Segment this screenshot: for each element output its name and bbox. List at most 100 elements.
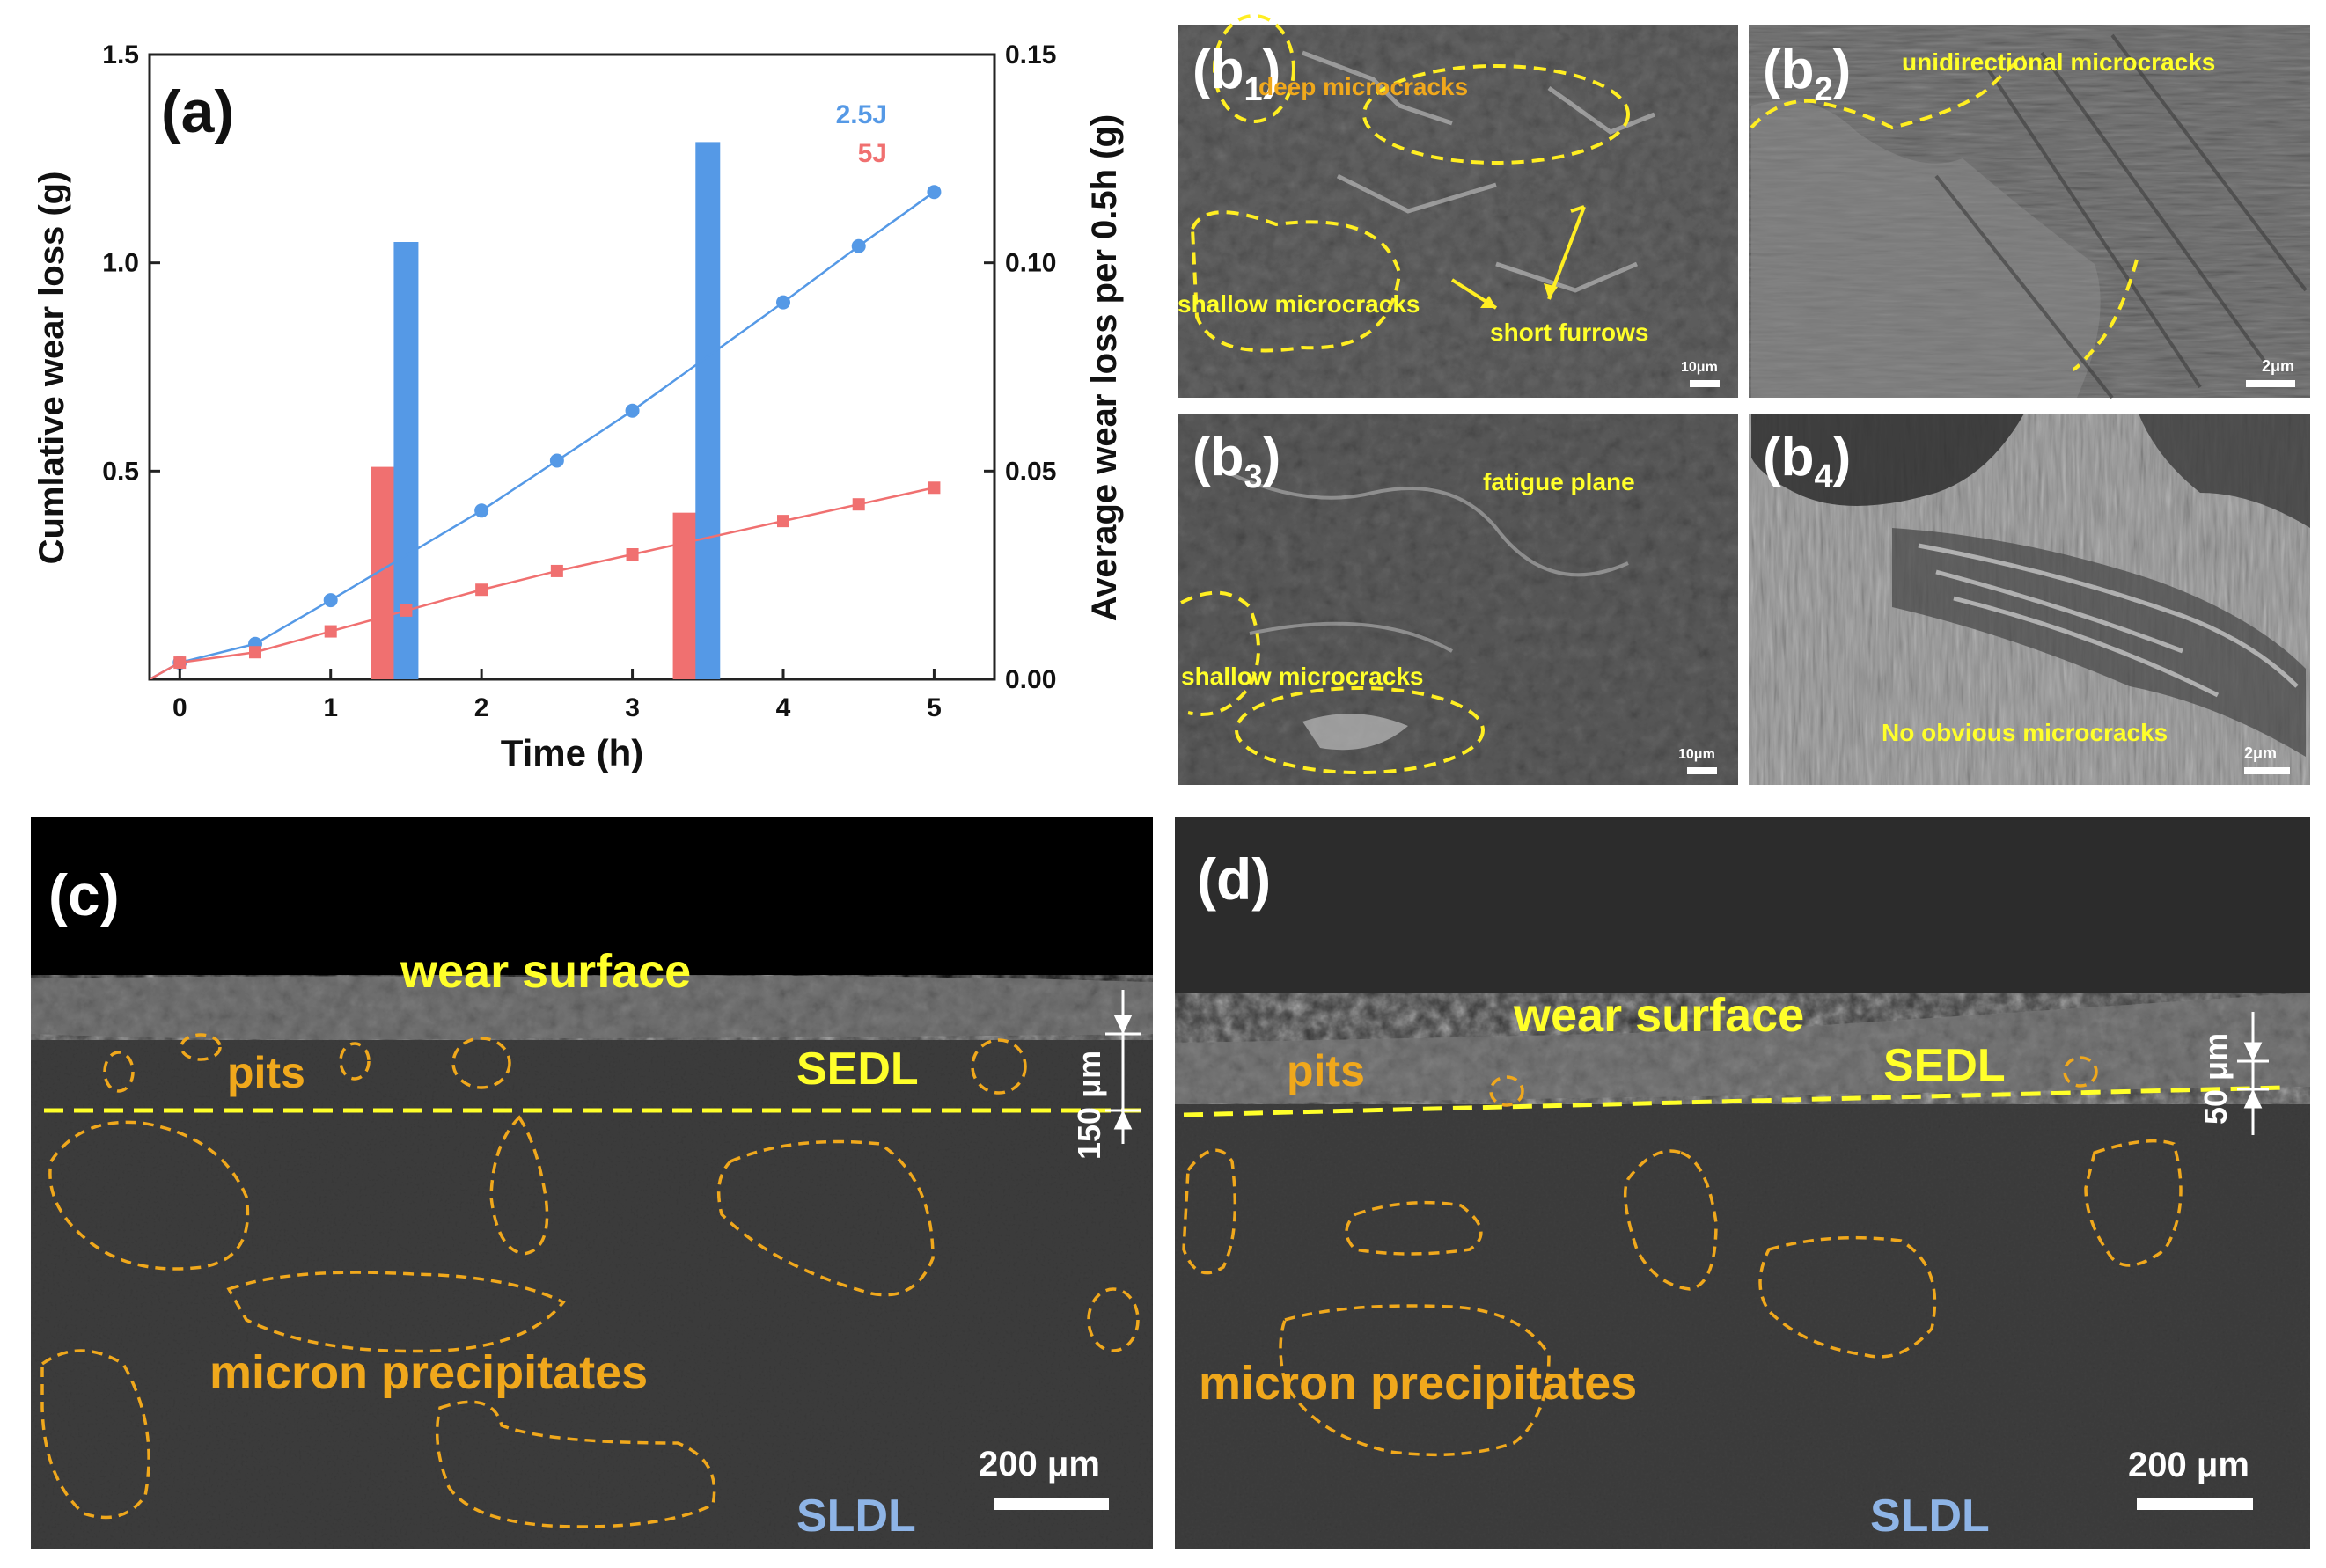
outline-shallow-b3-1	[1180, 590, 1260, 716]
ridges-b3	[1214, 465, 1629, 653]
boundary-line-d	[1183, 1085, 2285, 1117]
outline-unidirectional-1	[1750, 55, 2025, 130]
streak-b2-3	[2110, 33, 2308, 292]
streak-b2-4	[1934, 174, 2114, 399]
x-axis-label: Time (h)	[501, 732, 644, 773]
scale-label-b1: 10μm	[1681, 360, 1718, 375]
bar-5J-1	[672, 512, 698, 679]
point-5J-4	[475, 583, 488, 597]
label-sldl-c: SLDL	[796, 1491, 916, 1542]
label-micron-precipitates-c: micron precipitates	[209, 1346, 648, 1399]
y-right-tick-label-2: 0.10	[1005, 249, 1056, 278]
outline-unidirectional-2	[2072, 259, 2139, 371]
pit-outline-c-4	[451, 1037, 511, 1089]
y-axis-left-label: Cumlative wear loss (g)	[33, 172, 71, 565]
wear-layer-c	[31, 975, 1153, 1040]
point-5J-7	[777, 515, 789, 528]
point-2.5J-8	[927, 185, 942, 200]
arrowhead-1	[1480, 296, 1496, 308]
precip-outline-d-6	[1279, 1304, 1551, 1457]
legend-label-5J: 5J	[858, 139, 887, 168]
precip-outline-c-6	[435, 1400, 716, 1528]
point-2.5J-4	[549, 453, 564, 468]
label-sedl-d: SEDL	[1883, 1040, 2006, 1091]
x-tick-label-3: 3	[625, 693, 640, 722]
y-right-tick-label-3: 0.15	[1005, 40, 1056, 70]
scale-bar-b2	[2246, 380, 2295, 387]
precip-outline-c-4	[226, 1271, 566, 1353]
arrow-short-furrows-3	[1547, 206, 1586, 300]
scale-bar-d	[2137, 1498, 2253, 1510]
pit-outline-c-3	[339, 1042, 371, 1081]
outline-deep-1	[1213, 14, 1295, 123]
pit-outline-c-5	[971, 1038, 1027, 1095]
label-shallow-microcracks-b1: shallow microcracks	[1178, 290, 1420, 318]
point-2.5J-2	[323, 593, 338, 608]
background-black-c	[31, 817, 1153, 984]
fracture-region-b2	[1751, 100, 2101, 399]
point-2.5J-7	[851, 238, 866, 253]
x-tick-label-2: 2	[474, 693, 489, 722]
arrow-short-furrows-1	[1570, 205, 1585, 213]
label-thickness-c: 150 μm	[1071, 1051, 1107, 1160]
sem-texture-b3	[1178, 414, 1738, 785]
arrowhead-2	[1544, 283, 1558, 299]
sem-panel-d: (d) wear surface pits SEDL 50 μm micron …	[1175, 817, 2310, 1549]
panel-label-c: (c)	[48, 862, 120, 927]
point-5J-9	[928, 481, 941, 495]
precip-outline-d-2	[1345, 1200, 1483, 1256]
point-2.5J-6	[776, 295, 790, 310]
outline-shallow-b1	[1190, 210, 1402, 353]
scale-bar-b3	[1687, 767, 1717, 774]
label-unidirectional-microcracks: unidirectional microcracks	[1902, 48, 2215, 76]
x-tick-label-0: 0	[172, 693, 187, 722]
sem-texture-b1	[1178, 25, 1738, 398]
plot-frame	[148, 53, 996, 681]
label-deep-microcracks: deep microcracks	[1258, 73, 1468, 100]
point-5J-3	[400, 604, 413, 617]
label-shallow-microcracks-b3: shallow microcracks	[1181, 663, 1423, 690]
label-pits-c: pits	[227, 1048, 305, 1097]
panel-label-a: (a)	[161, 78, 234, 145]
sem-panel-b2: (b2) unidirectional microcracks 2μm	[1749, 25, 2310, 399]
precip-outline-c-3	[716, 1139, 935, 1297]
outline-deep-2	[1362, 64, 1630, 165]
panel-label-b4: (b4)	[1763, 427, 1851, 495]
point-5J-5	[550, 564, 563, 577]
sem-panel-c: (c) wear surface pits SEDL 150 μm micron…	[31, 817, 1153, 1549]
sem-panel-b1: (b1) deep microcracks shallow microcrack…	[1178, 14, 1738, 398]
dark-region-b4-top	[1751, 414, 2024, 506]
streaks-b4	[1918, 543, 2299, 698]
scale-label-b3: 10μm	[1678, 747, 1715, 762]
y-left-tick-label-1: 1.0	[102, 249, 139, 278]
label-fatigue-plane: fatigue plane	[1483, 468, 1635, 495]
label-sldl-d: SLDL	[1870, 1491, 1990, 1542]
bar-2.5J-1	[695, 142, 721, 679]
x-tick-label-4: 4	[776, 693, 791, 722]
panel-label-d: (d)	[1197, 846, 1271, 912]
scale-bar-b1	[1690, 380, 1720, 387]
scale-bar-b4	[2244, 767, 2290, 774]
precip-outline-c-7	[1087, 1287, 1140, 1352]
label-sedl-c: SEDL	[796, 1044, 919, 1095]
point-5J-6	[626, 548, 639, 561]
scale-label-c: 200 μm	[979, 1445, 1100, 1484]
label-wear-surface-d: wear surface	[1513, 989, 1804, 1042]
scale-label-b4: 2μm	[2244, 744, 2277, 762]
dark-region-b4-right	[2139, 414, 2310, 528]
ridges-b1	[1302, 50, 1655, 293]
arrowhead-d-bottom	[2243, 1088, 2263, 1109]
streak-b2-2	[2040, 51, 2272, 371]
outline-shallow-b3-2	[1235, 686, 1485, 774]
debris-b3	[1302, 714, 1408, 751]
label-micron-precipitates-d: micron precipitates	[1199, 1357, 1637, 1410]
pit-outline-d-1	[1489, 1075, 1524, 1107]
precip-outline-c-2	[489, 1115, 549, 1256]
arrowhead-c-top	[1113, 1015, 1133, 1035]
label-wear-surface-c: wear surface	[400, 945, 691, 998]
point-2.5J-3	[474, 503, 489, 518]
scale-label-d: 200 μm	[2128, 1446, 2249, 1484]
legend-label-2.5J: 2.5J	[836, 100, 887, 129]
label-pits-d: pits	[1287, 1046, 1365, 1095]
